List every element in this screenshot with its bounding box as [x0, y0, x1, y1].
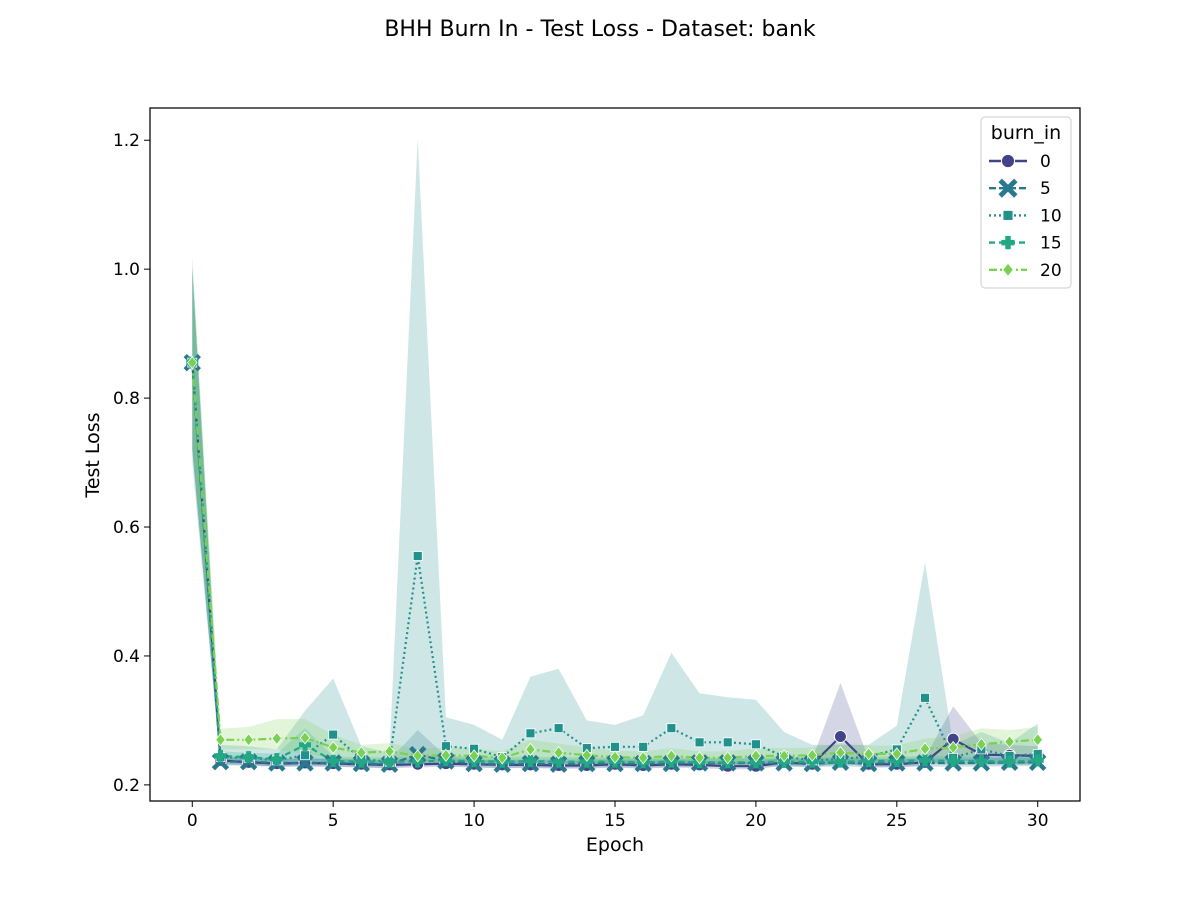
- series-10-point: [328, 729, 339, 740]
- series-20-point: [384, 744, 395, 759]
- y-tick-label: 0.2: [113, 776, 140, 796]
- series-20-point: [299, 731, 311, 745]
- x-tick-label: 5: [328, 811, 339, 831]
- series-20-point: [356, 746, 367, 760]
- confidence-bands: [192, 138, 1038, 770]
- legend-label-15: 15: [1040, 234, 1062, 254]
- y-axis: 0.2 0.4 0.6 0.8 1.0 1.2: [113, 131, 150, 796]
- series-20-point: [271, 731, 283, 746]
- series-0-point: [833, 730, 847, 744]
- series-20-point: [525, 742, 536, 757]
- legend-label-5: 5: [1040, 179, 1051, 199]
- series-10-point: [610, 741, 620, 752]
- series-10-point: [525, 728, 536, 739]
- series-20-point: [919, 742, 931, 756]
- series-15-point: [327, 755, 340, 768]
- x-tick-label: 0: [187, 811, 198, 831]
- x-tick-label: 30: [1027, 811, 1049, 831]
- legend-marker-10: [1002, 210, 1014, 221]
- series-10-band: [192, 138, 1038, 767]
- series-10-point: [300, 750, 310, 761]
- series-15-point: [919, 754, 931, 767]
- series-10-point: [666, 723, 677, 734]
- series-10-point: [722, 737, 733, 748]
- legend-label-0: 0: [1040, 152, 1051, 172]
- series-20-point: [750, 749, 762, 763]
- series-15-point: [242, 751, 255, 764]
- legend-marker-20: [1002, 262, 1014, 278]
- y-axis-label: Test Loss: [82, 412, 104, 498]
- series-20-point: [496, 751, 508, 765]
- legend-label-20: 20: [1040, 261, 1062, 281]
- x-tick-label: 10: [463, 811, 485, 831]
- series-15-point: [947, 755, 960, 768]
- legend-marker-5: [998, 178, 1018, 198]
- legend: burn_in 0 5 10 15 20: [980, 116, 1072, 289]
- series-0-band: [192, 269, 1038, 770]
- series-20-point: [186, 355, 198, 370]
- series-15-point: [1031, 754, 1044, 767]
- series-15-point: [214, 749, 227, 762]
- legend-marker-15: [1001, 236, 1015, 250]
- series-20-point: [468, 749, 480, 763]
- series-20-point: [806, 748, 818, 762]
- series-20-point: [243, 733, 254, 747]
- plot-area: [150, 108, 1080, 801]
- x-tick-label: 20: [745, 811, 767, 831]
- legend-label-10: 10: [1040, 206, 1062, 226]
- series-15-point: [975, 755, 988, 768]
- y-tick-label: 0.4: [113, 647, 140, 667]
- series-15-point: [524, 755, 537, 768]
- series-20-point: [553, 746, 564, 760]
- series-20-point: [666, 749, 677, 763]
- x-axis-label: Epoch: [586, 834, 644, 856]
- series-10-point: [412, 551, 423, 561]
- series-20-point: [694, 751, 705, 765]
- series-20-point: [327, 740, 339, 755]
- series-20-point: [778, 749, 790, 763]
- series-20-point: [440, 748, 452, 762]
- series-10-point: [920, 692, 930, 703]
- series-20-point: [947, 740, 959, 755]
- series-20-point: [976, 737, 987, 751]
- y-tick-label: 1.0: [113, 260, 140, 280]
- series-20-point: [1004, 735, 1015, 749]
- y-tick-label: 1.2: [113, 131, 140, 151]
- series-10-point: [694, 737, 705, 748]
- series-20-point: [581, 748, 593, 762]
- series-20-point: [637, 751, 649, 765]
- series-15-point: [1003, 755, 1016, 768]
- x-axis: 0 5 10 15 20 25 30: [187, 801, 1049, 831]
- legend-marker-0: [1000, 153, 1016, 169]
- y-tick-label: 0.8: [113, 389, 140, 409]
- series-20-point: [863, 747, 874, 761]
- series-10-point: [751, 739, 761, 750]
- series-20-point: [412, 749, 424, 763]
- series-20-point: [609, 750, 621, 764]
- series-20-point: [1032, 733, 1044, 747]
- x-tick-label: 15: [604, 811, 626, 831]
- series-20-point: [215, 733, 226, 747]
- series-10-point: [638, 741, 649, 752]
- y-tick-label: 0.6: [113, 518, 140, 538]
- legend-title: burn_in: [991, 122, 1061, 144]
- series-15-point: [270, 753, 283, 766]
- x-tick-label: 25: [886, 811, 908, 831]
- series-20-point: [722, 751, 734, 765]
- series-10-point: [553, 723, 564, 734]
- chart-title: BHH Burn In - Test Loss - Dataset: bank: [384, 17, 816, 42]
- series-20-point: [835, 746, 846, 760]
- series-markers: [183, 353, 1047, 773]
- legend-items: 0 5 10 15 20: [989, 152, 1062, 281]
- series-20-point: [891, 747, 903, 761]
